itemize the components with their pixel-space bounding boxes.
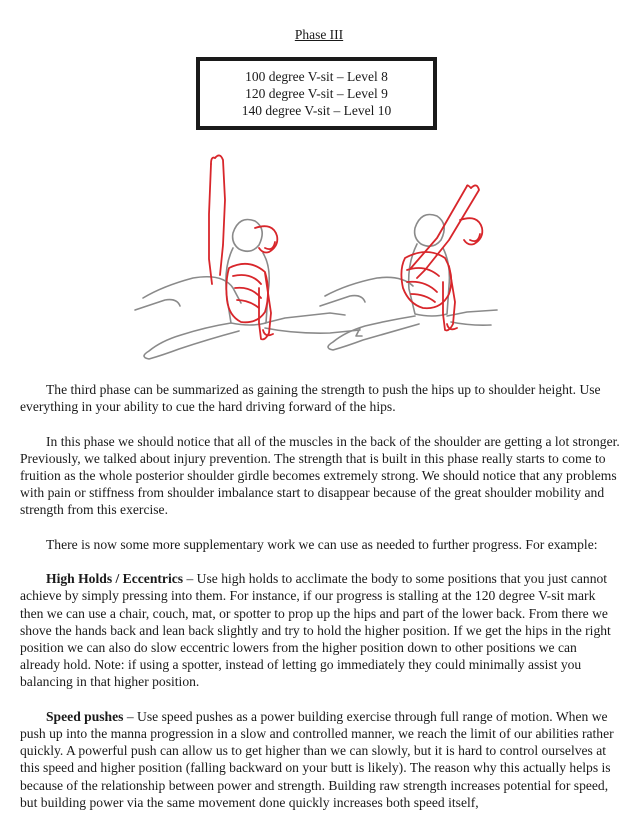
right-figure-red <box>400 184 484 332</box>
paragraph-speed-pushes: Speed pushes – Use speed pushes as a pow… <box>20 708 620 811</box>
paragraph-lead: High Holds / Eccentrics <box>46 571 184 587</box>
left-figure-red <box>208 154 279 341</box>
page-title: Phase III <box>294 27 344 42</box>
levels-box: 100 degree V-sit – Level 8 120 degree V-… <box>196 57 437 130</box>
v-sit-illustrations <box>134 154 498 360</box>
paragraph-body: – Use high holds to acclimate the body t… <box>20 571 611 690</box>
paragraph: In this phase we should notice that all … <box>20 433 620 518</box>
level-item: 100 degree V-sit – Level 8 <box>245 69 388 84</box>
body-text: The third phase can be summarized as gai… <box>20 381 620 828</box>
right-figure-gray <box>319 213 498 351</box>
left-figure-gray <box>134 218 363 360</box>
paragraph-lead: Speed pushes <box>46 708 124 724</box>
paragraph-high-holds: High Holds / Eccentrics – Use high holds… <box>20 570 620 690</box>
level-item: 120 degree V-sit – Level 9 <box>245 86 388 101</box>
document-page: Phase III 100 degree V-sit – Level 8 120… <box>20 27 620 810</box>
paragraph-body: – Use speed pushes as a power building e… <box>20 708 614 810</box>
paragraph: There is now some more supplementary wor… <box>46 536 598 552</box>
paragraph: The third phase can be summarized as gai… <box>20 382 601 415</box>
level-item: 140 degree V-sit – Level 10 <box>241 103 392 118</box>
